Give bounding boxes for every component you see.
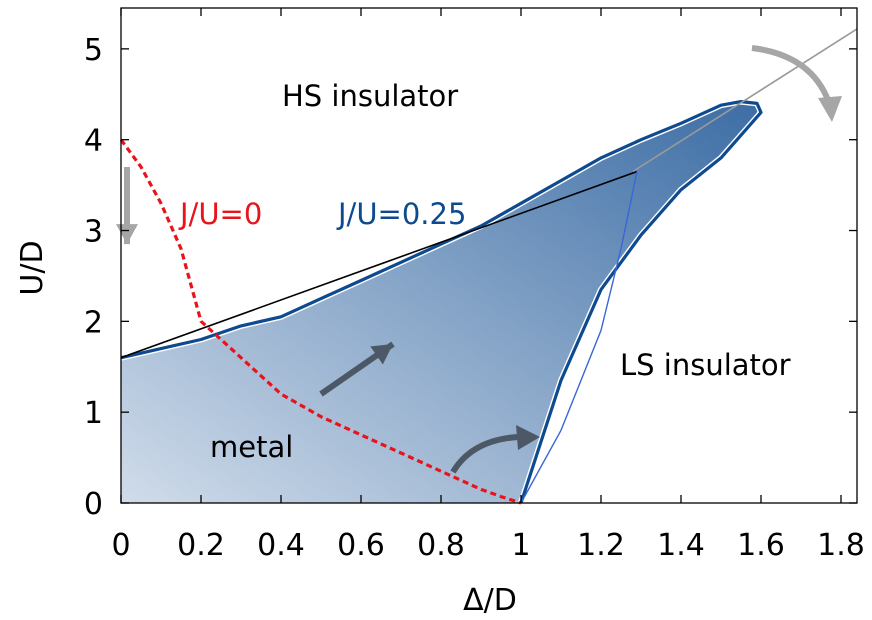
x-tick-label: 1.4 bbox=[657, 528, 705, 563]
y-tick-label: 0 bbox=[84, 487, 103, 522]
plot-content bbox=[116, 28, 858, 505]
arrow-curved-metal-ls-shaft bbox=[450, 434, 519, 474]
x-tick-label: 1.6 bbox=[737, 528, 785, 563]
x-tick-label: 1.2 bbox=[577, 528, 625, 563]
y-tick-label: 3 bbox=[84, 215, 103, 250]
arrow-up-dark-head bbox=[370, 344, 393, 365]
x-tick-label: 0.8 bbox=[417, 528, 465, 563]
x-tick-label: 0 bbox=[111, 528, 130, 563]
ls-boundary-thin-blue bbox=[520, 171, 638, 504]
x-tick-label: 1.8 bbox=[817, 528, 865, 563]
y-tick-label: 1 bbox=[84, 396, 103, 431]
y-tick-label: 5 bbox=[84, 33, 103, 68]
series-label-ju0: J/U=0 bbox=[178, 197, 262, 231]
first-order-line-black bbox=[120, 170, 638, 359]
x-tick-label: 1 bbox=[511, 528, 530, 563]
region-label-hs-insulator: HS insulator bbox=[282, 79, 458, 113]
arrow-down-gray-head bbox=[116, 224, 138, 245]
x-axis-label: Δ/D bbox=[463, 583, 517, 618]
diagonal-line-gray bbox=[632, 28, 858, 173]
plot-frame bbox=[120, 7, 858, 504]
x-tick-label: 0.4 bbox=[257, 528, 305, 563]
ju0-boundary-dashed bbox=[119, 138, 522, 505]
region-label-metal: metal bbox=[210, 430, 293, 464]
ticks: 0 0.2 0.4 0.6 0.8 1 1.2 1.4 1.6 1.8 0 1 2 3 4 5 bbox=[84, 7, 865, 563]
arrow-curved-top-right-shaft bbox=[751, 45, 831, 102]
y-tick-label: 2 bbox=[84, 305, 103, 340]
metal-region-fill bbox=[121, 101, 761, 503]
region-label-ls-insulator: LS insulator bbox=[620, 348, 791, 382]
x-tick-label: 0.2 bbox=[177, 528, 225, 563]
series-label-ju025: J/U=0.25 bbox=[336, 197, 466, 231]
y-tick-label: 4 bbox=[84, 124, 103, 159]
arrow-curved-metal-ls-head bbox=[516, 425, 540, 450]
ju025-boundary-line bbox=[120, 99, 763, 504]
x-tick-label: 0.6 bbox=[337, 528, 385, 563]
arrow-curved-top-right-head bbox=[818, 96, 842, 122]
y-axis-label: U/D bbox=[15, 240, 50, 295]
